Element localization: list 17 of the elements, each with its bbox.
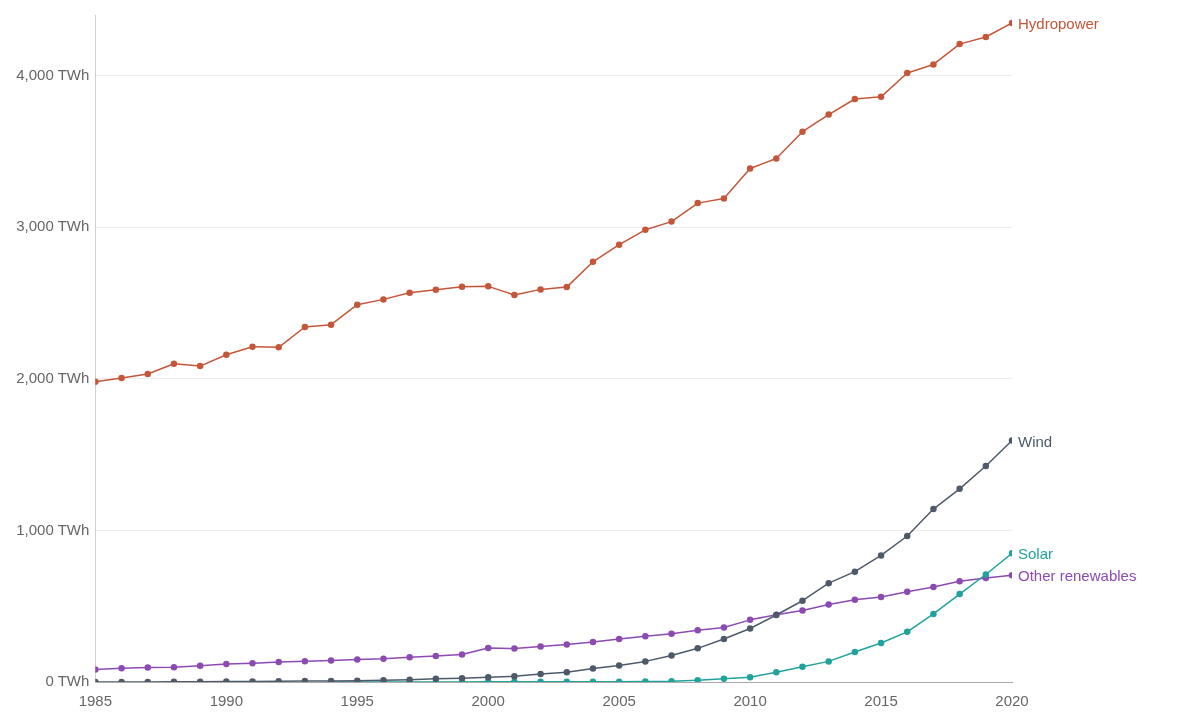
series-label: Wind xyxy=(1018,432,1053,450)
x-tick-label: 2015 xyxy=(864,692,898,710)
series-label: Solar xyxy=(1018,545,1054,563)
y-tick-label: 1,000 TWh xyxy=(16,520,90,538)
y-tick-label: 4,000 TWh xyxy=(16,65,90,83)
x-tick-label: 2020 xyxy=(995,692,1029,710)
y-tick-label: 2,000 TWh xyxy=(16,368,90,386)
x-tick-label: 1995 xyxy=(340,692,374,710)
x-tick-label: 2000 xyxy=(471,692,505,710)
x-tick-label: 1985 xyxy=(78,692,113,710)
y-tick-label: 0 TWh xyxy=(45,672,90,690)
series-label: Hydropower xyxy=(1018,15,1099,33)
series-label: Other renewables xyxy=(1018,567,1137,585)
x-tick-label: 2010 xyxy=(733,692,767,710)
y-tick-label: 3,000 TWh xyxy=(16,217,90,235)
x-tick-label: 1990 xyxy=(209,692,243,710)
x-tick-label: 2005 xyxy=(602,692,636,710)
